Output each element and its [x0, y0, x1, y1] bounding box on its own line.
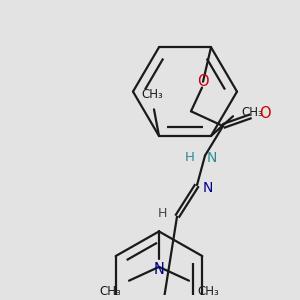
Text: CH₃: CH₃ — [241, 106, 263, 119]
Text: CH₃: CH₃ — [197, 285, 219, 298]
Text: O: O — [197, 74, 209, 89]
Text: N: N — [203, 181, 213, 195]
Text: CH₃: CH₃ — [141, 88, 163, 101]
Text: N: N — [207, 151, 217, 165]
Text: CH₃: CH₃ — [99, 285, 121, 298]
Text: H: H — [185, 151, 195, 164]
Text: O: O — [259, 106, 271, 121]
Text: H: H — [158, 207, 167, 220]
Text: N: N — [154, 262, 164, 277]
